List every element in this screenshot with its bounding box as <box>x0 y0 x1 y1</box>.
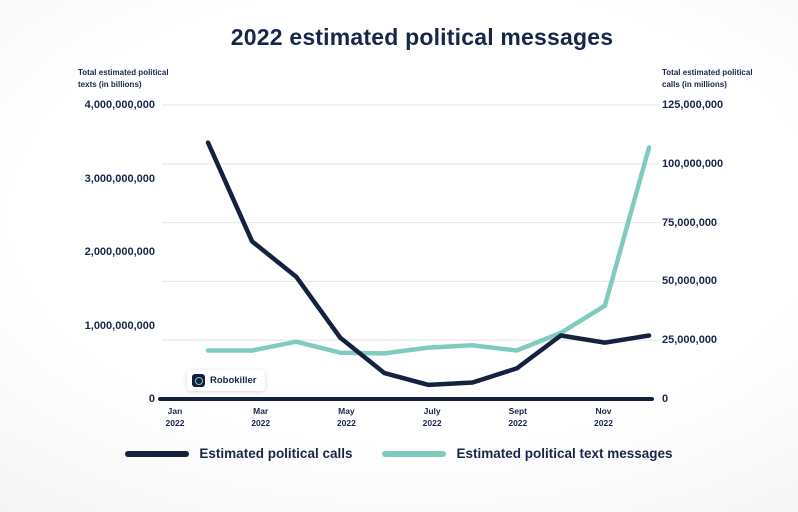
legend-swatch-texts <box>382 450 447 457</box>
legend-label: Estimated political calls <box>199 446 353 461</box>
right-axis-tick: 0 <box>662 393 669 405</box>
right-axis-tick: 50,000,000 <box>662 275 718 288</box>
chart-legend: Estimated political calls Estimated polit… <box>0 446 798 461</box>
x-axis-tick: Mar 2022 <box>251 406 271 428</box>
left-axis-tick: 0 <box>148 393 155 405</box>
robokiller-logo-icon <box>192 374 205 387</box>
right-axis-tick: 125,000,000 <box>662 99 724 111</box>
x-axis-tick: Nov 2022 <box>594 406 613 428</box>
x-axis-tick: Jan 2022 <box>165 406 185 428</box>
right-axis-tick: 25,000,000 <box>662 334 718 347</box>
left-axis-header-line2: texts (in billions) <box>78 79 142 89</box>
left-axis-header-line1: Total estimated political <box>78 68 169 77</box>
series-line-calls <box>205 140 652 388</box>
x-axis-tick: Sept 2022 <box>508 406 528 428</box>
legend-swatch-calls <box>125 450 190 457</box>
legend-item-texts: Estimated political text messages <box>382 446 673 461</box>
left-axis-header: Total estimated political texts (in bill… <box>78 67 188 90</box>
robokiller-badge-label: Robokiller <box>210 375 257 386</box>
right-axis-header-line1: Total estimated political <box>662 68 753 77</box>
chart-title: 2022 estimated political messages <box>230 24 614 50</box>
left-axis-tick: 3,000,000,000 <box>84 172 155 185</box>
left-axis-tick: 1,000,000,000 <box>84 319 155 332</box>
series-line-texts <box>205 145 652 356</box>
x-axis-tick: May 2022 <box>336 406 356 428</box>
right-axis-tick: 75,000,000 <box>662 216 718 229</box>
left-axis-tick: 2,000,000,000 <box>84 246 155 258</box>
robokiller-badge: Robokiller <box>187 370 266 391</box>
right-axis-header-line2: calls (in millions) <box>662 79 727 89</box>
legend-label: Estimated political text messages <box>456 446 673 461</box>
left-axis-tick: 4,000,000,000 <box>84 99 155 111</box>
right-axis-tick: 100,000,000 <box>662 157 724 170</box>
x-axis-tick: July 2022 <box>422 406 442 428</box>
legend-item-calls: Estimated political calls <box>125 446 352 461</box>
right-axis-header: Total estimated political calls (in mill… <box>662 67 772 90</box>
